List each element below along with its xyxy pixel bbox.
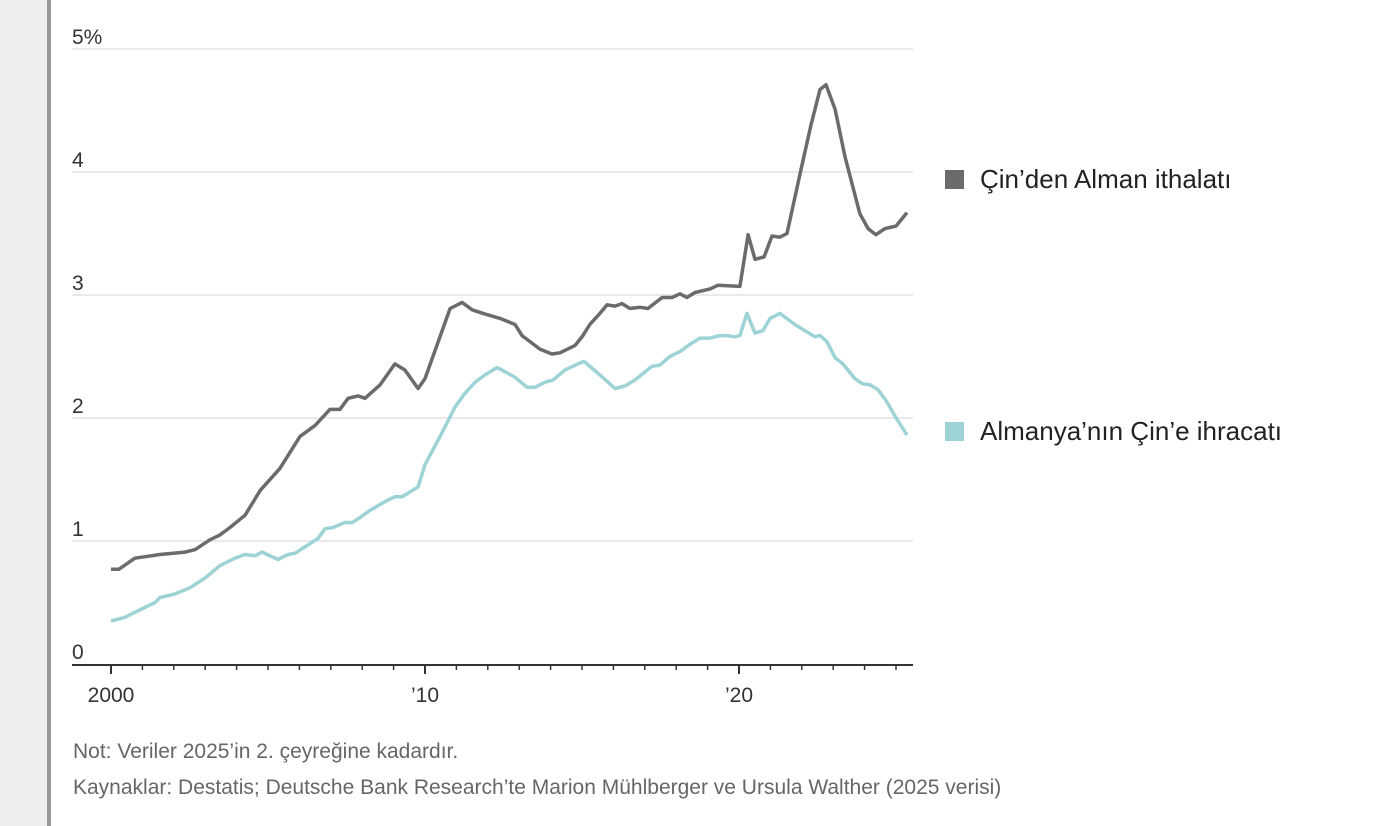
line-chart: 0 1 2 3 4 5% 2000 ’10 ’20 <box>72 26 913 707</box>
series-lines <box>110 82 909 623</box>
y-tick-label: 1 <box>72 518 84 541</box>
left-accent-bar <box>47 0 51 826</box>
x-tick-label: ’20 <box>725 684 753 707</box>
y-axis-labels: 0 1 2 3 4 5% <box>72 26 102 664</box>
legend-swatch-imports <box>945 170 964 189</box>
legend-label-imports: Çin’den Alman ithalatı <box>980 164 1232 194</box>
legend-item-imports: Çin’den Alman ithalatı <box>945 164 1231 195</box>
page-margin <box>0 0 47 826</box>
gridlines <box>72 48 913 542</box>
y-tick-label: 3 <box>72 272 84 295</box>
series-line-imports <box>111 82 909 572</box>
x-axis: 2000 ’10 ’20 <box>72 664 913 707</box>
legend-item-exports: Almanya’nın Çin’e ihracatı <box>945 416 1282 447</box>
x-tick-label: ’10 <box>411 684 439 707</box>
y-tick-label: 2 <box>72 395 84 418</box>
legend-swatch-exports <box>945 422 964 441</box>
x-tick-label: 2000 <box>88 684 135 707</box>
y-tick-label: 5% <box>72 26 102 49</box>
y-tick-label: 0 <box>72 641 84 664</box>
chart-sources: Kaynaklar: Destatis; Deutsche Bank Resea… <box>73 776 1002 799</box>
y-tick-label: 4 <box>72 149 84 172</box>
chart-note: Not: Veriler 2025’in 2. çeyreğine kadard… <box>73 740 459 763</box>
legend-label-exports: Almanya’nın Çin’e ihracatı <box>980 416 1283 446</box>
series-line-exports <box>110 311 909 623</box>
